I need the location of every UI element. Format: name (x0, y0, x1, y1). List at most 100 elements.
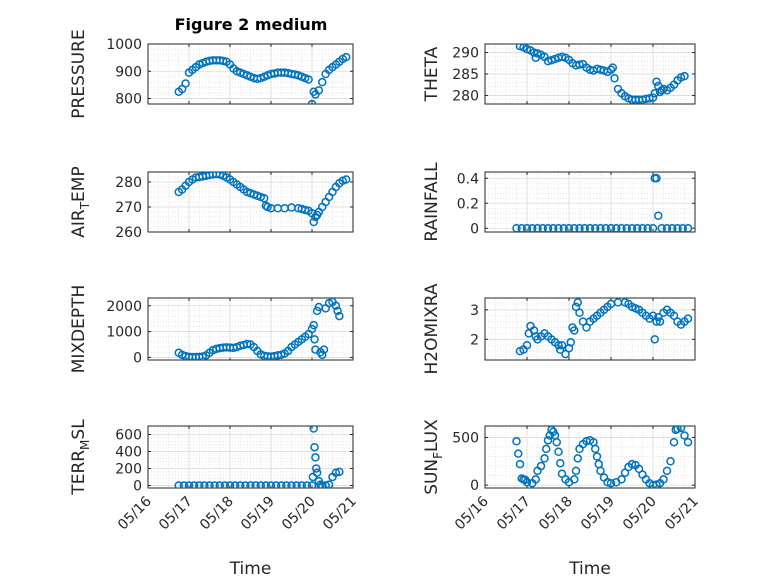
data-point (683, 224, 693, 232)
data-point (566, 338, 575, 347)
y-tick-label: 0 (133, 478, 142, 494)
axes-frame (484, 425, 696, 489)
data-point (230, 481, 240, 488)
x-axis-label: Time (229, 559, 272, 579)
y-axis-label: SUNFLUX (422, 419, 445, 495)
data-point (556, 458, 565, 468)
data-point (627, 224, 637, 232)
data-point (304, 75, 313, 84)
series-points (174, 426, 344, 488)
data-point (575, 224, 584, 232)
data-point (307, 324, 317, 334)
data-point (333, 306, 342, 316)
data-point (318, 77, 327, 87)
y-tick-label: 3 (470, 303, 479, 319)
data-point (633, 224, 642, 232)
data-point (310, 335, 319, 344)
subplot-mixdepth: 0 1000 2000 MIXDEPTH (69, 285, 354, 373)
data-point (652, 77, 661, 86)
y-tick-label: 0.2 (457, 196, 479, 212)
data-point (554, 340, 563, 350)
data-point (673, 224, 682, 232)
data-point (683, 437, 693, 447)
y-tick-label: 1000 (106, 37, 142, 53)
data-point (309, 217, 318, 227)
data-point (650, 89, 659, 98)
subplot-h2omixra: 2 3 H2OMIXRA (422, 283, 696, 375)
data-point (585, 224, 595, 232)
data-point (341, 175, 351, 184)
data-point (648, 224, 658, 232)
data-point (580, 224, 589, 232)
series-points (174, 52, 351, 104)
data-point (292, 481, 301, 488)
data-point (287, 481, 296, 488)
data-point (571, 466, 581, 476)
data-point (606, 478, 616, 488)
data-point (596, 466, 605, 476)
data-point (652, 317, 661, 326)
data-point (570, 224, 579, 232)
data-point (200, 481, 209, 488)
data-point (242, 339, 252, 349)
data-point (591, 224, 600, 232)
data-point (606, 65, 616, 74)
data-point (603, 478, 612, 487)
data-point (659, 475, 668, 484)
data-point (617, 475, 626, 484)
data-point (309, 320, 318, 330)
data-point (608, 63, 617, 72)
data-point (528, 224, 537, 232)
series-points (174, 172, 351, 227)
data-point (570, 475, 579, 484)
data-point (676, 426, 686, 433)
axes-frame (147, 297, 354, 361)
y-tick-label: 2 (470, 332, 479, 348)
data-point (318, 350, 327, 360)
y-tick-label: 400 (115, 444, 142, 460)
data-point (680, 71, 689, 81)
y-axis-label: RAINFALL (422, 162, 442, 242)
data-point (335, 311, 344, 321)
data-point (271, 481, 281, 488)
axes-frame (147, 171, 354, 233)
data-point (341, 52, 351, 62)
data-point (643, 224, 652, 232)
data-point (533, 224, 542, 232)
data-point (308, 472, 318, 482)
data-point (319, 345, 329, 354)
data-point (559, 224, 568, 232)
data-point (673, 426, 682, 434)
data-point (573, 454, 582, 463)
data-point (543, 224, 553, 232)
data-point (601, 224, 610, 232)
data-point (627, 459, 637, 469)
data-point (654, 211, 663, 220)
series-points (512, 426, 693, 488)
data-point (657, 86, 666, 95)
data-point (210, 481, 219, 488)
data-point (331, 301, 341, 310)
data-point (592, 452, 602, 461)
data-point (261, 481, 271, 488)
data-point (321, 481, 330, 488)
data-point (512, 224, 521, 232)
y-tick-label: 800 (115, 92, 142, 108)
data-point (259, 194, 269, 203)
data-point (662, 466, 672, 476)
y-tick-label: 500 (452, 430, 479, 446)
data-point (189, 481, 199, 488)
data-point (302, 481, 312, 488)
y-axis-label: AIRTEMP (69, 166, 92, 237)
data-point (617, 224, 626, 232)
y-tick-label: 2000 (106, 299, 142, 315)
data-point (556, 345, 565, 354)
data-point (522, 478, 532, 487)
data-point (251, 481, 260, 488)
data-point (220, 481, 230, 488)
y-tick-label: 285 (452, 67, 479, 83)
data-point (225, 481, 235, 488)
data-point (312, 464, 321, 473)
y-axis-label: PRESSURE (69, 29, 89, 118)
y-tick-label: 600 (115, 427, 142, 443)
